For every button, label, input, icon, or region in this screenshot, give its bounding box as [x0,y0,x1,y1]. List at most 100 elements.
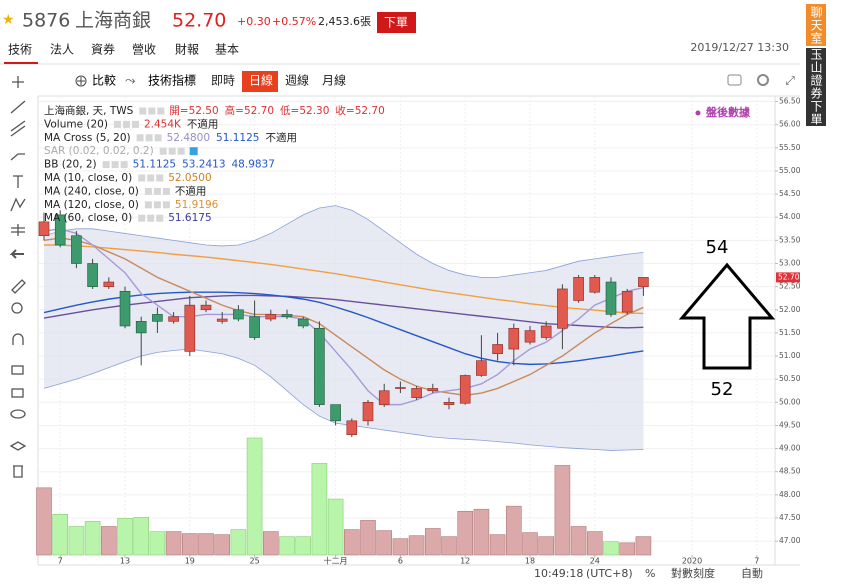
log-toggle[interactable]: 對數刻度 [671,566,715,580]
back-tool[interactable] [9,249,24,259]
legend-value: 51.1125 [133,159,176,171]
legend-icon[interactable] [153,187,161,195]
fullscreen-icon[interactable]: ⤢ [784,74,795,88]
percent-toggle[interactable]: % [645,567,655,580]
magnet-tool[interactable] [12,333,24,345]
candle-body [638,277,649,287]
screenshot-icon[interactable] [727,74,742,86]
legend-icon[interactable] [189,147,198,156]
indicators[interactable]: 技術指標 [148,73,196,88]
pattern-tool[interactable] [10,153,25,161]
legend-icon[interactable] [154,134,162,142]
legend-value: 53.2413 [182,159,225,171]
y-tick-label: 50.50 [779,374,801,383]
legend-icon[interactable] [153,201,161,209]
legend-icon[interactable] [145,134,153,142]
text-tool[interactable] [13,175,23,188]
tab[interactable]: 法人 [50,43,74,57]
candle-body [395,387,406,389]
unlock-tool[interactable] [11,388,24,398]
volume-bar [214,534,230,556]
legend-icon[interactable] [144,201,152,209]
legend-icon[interactable] [156,214,164,222]
candle-body [297,318,309,327]
candle-body [540,325,552,338]
period[interactable]: 月線 [322,73,346,88]
compare-icon[interactable] [75,75,87,87]
layers-tool[interactable] [9,441,27,451]
broker-order-button[interactable]: 玉山證券下單 [806,48,826,126]
legend-label: MA (240, close, 0) [44,185,139,197]
legend-icon[interactable] [120,161,128,169]
auto-toggle[interactable]: 自動 [741,566,763,580]
period[interactable]: 週線 [285,73,309,88]
volume-bar [441,536,457,556]
indicators-icon[interactable]: ⤳ [125,74,136,89]
candle-body [605,281,617,315]
fib-tool[interactable] [10,120,26,137]
legend-icon[interactable] [122,120,130,128]
legend-icon[interactable] [168,147,176,155]
tab[interactable]: 營收 [132,43,156,57]
legend-icon[interactable] [131,120,139,128]
candle-body [508,327,520,350]
favorite-star[interactable]: ★ [2,12,15,28]
order-button-label[interactable]: 下單 [384,16,408,30]
legend-icon[interactable] [113,120,121,128]
legend-icon[interactable] [177,147,185,155]
volume-bar [424,528,441,556]
legend-icon[interactable] [136,134,144,142]
after-hours[interactable]: 盤後數據 [705,105,751,119]
legend-icon[interactable] [147,174,155,182]
candle-body [346,420,358,435]
legend-label: 上海商銀, 天, TWS [44,104,134,117]
candle-body [184,304,196,352]
compare[interactable]: 比較 [92,73,116,88]
period[interactable]: 日線 [249,73,273,88]
volume-bar [52,514,69,556]
legend-icon[interactable] [148,107,156,115]
delete-tool[interactable] [13,465,23,478]
visibility-tool[interactable] [10,409,26,419]
wave-tool[interactable] [10,197,26,212]
legend-icon[interactable] [144,187,152,195]
legend-value: 收=52.70 [335,104,384,117]
legend-icon[interactable] [138,174,146,182]
legend-icon[interactable] [156,174,164,182]
legend-icon[interactable] [162,201,170,209]
trendline-tool[interactable] [10,100,26,114]
legend-icon[interactable] [138,214,146,222]
legend-icon[interactable] [157,107,165,115]
y-tick-label: 49.00 [779,444,801,453]
candle-body [621,290,633,313]
volume-bar [327,498,344,556]
y-tick-label: 54.50 [779,189,801,198]
tab[interactable]: 財報 [175,42,199,57]
tab[interactable]: 技術 [8,43,32,57]
clock: 10:49:18 [534,567,583,580]
gann-tool[interactable] [11,224,25,236]
legend-value: 不適用 [187,117,219,130]
legend-icon[interactable] [102,161,110,169]
legend-icon[interactable] [139,107,147,115]
zoom-tool[interactable] [11,302,23,314]
x-tick-label: 7 [58,557,63,566]
tab[interactable]: 基本 [215,43,239,57]
legend-icon[interactable] [111,161,119,169]
tab[interactable]: 資券 [91,42,115,57]
candle-body [200,304,212,311]
legend-icon[interactable] [162,187,170,195]
x-tick-label: 十二月 [324,556,348,566]
legend-icon[interactable] [147,214,155,222]
legend-icon[interactable] [159,147,167,155]
settings-icon[interactable] [757,74,769,86]
order-button[interactable] [377,12,416,33]
annotation: 54 [706,237,729,258]
crosshair-tool[interactable] [12,76,24,88]
chat-button[interactable]: 聊天室 [806,4,826,46]
lock-tool[interactable] [11,365,24,375]
candle-body [281,314,293,318]
period[interactable]: 即時 [211,74,235,88]
measure-tool[interactable] [11,279,26,294]
